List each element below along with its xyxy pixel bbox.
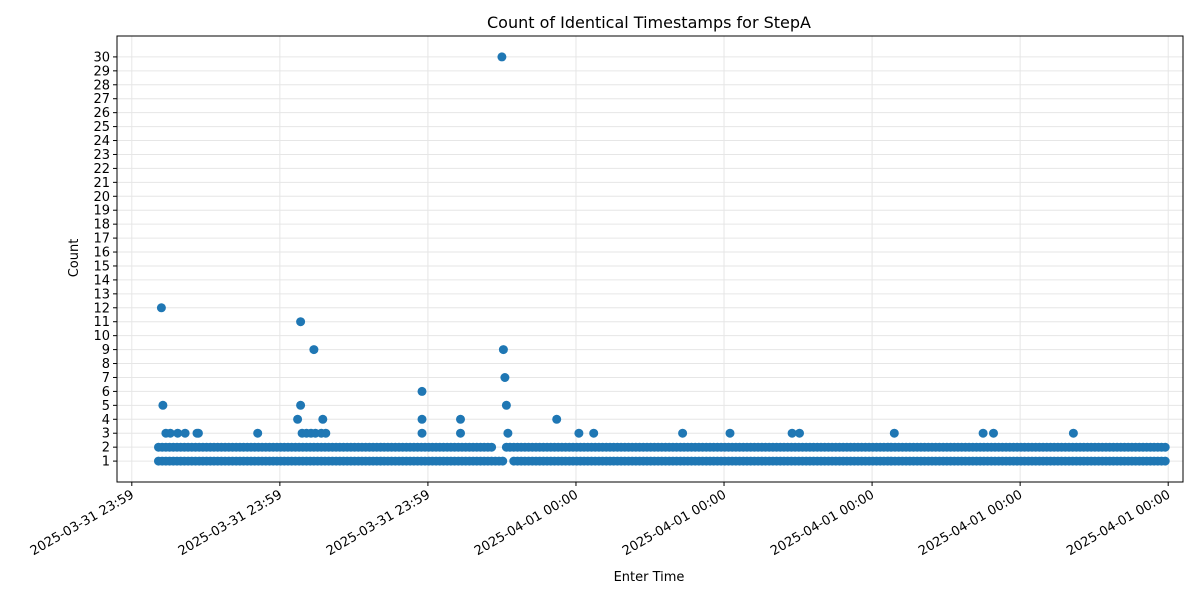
data-point — [497, 52, 507, 62]
y-tick-label: 27 — [93, 92, 110, 107]
y-tick-label: 21 — [93, 176, 110, 191]
data-point — [589, 428, 599, 438]
grid-lines — [117, 36, 1183, 482]
y-tick-label: 8 — [102, 357, 110, 372]
y-tick-label: 1 — [102, 455, 110, 470]
y-tick-label: 26 — [93, 106, 110, 121]
data-point — [989, 428, 998, 438]
y-tick-label: 6 — [102, 385, 110, 400]
data-point — [318, 414, 328, 424]
data-point — [978, 428, 988, 438]
data-point — [156, 303, 166, 313]
data-point — [500, 373, 510, 382]
data-point — [309, 345, 319, 355]
data-point — [1160, 442, 1170, 452]
y-tick-label: 28 — [93, 78, 110, 93]
data-point — [253, 428, 263, 438]
y-tick-label: 29 — [93, 64, 110, 79]
y-tick-label: 5 — [102, 399, 110, 414]
data-point — [795, 428, 804, 438]
data-points — [154, 52, 1170, 466]
data-point — [574, 428, 584, 438]
y-tick-label: 17 — [93, 232, 110, 247]
data-point — [503, 428, 513, 438]
data-point — [193, 428, 203, 438]
y-tick-label: 9 — [102, 343, 110, 358]
data-point — [498, 456, 508, 466]
plot-frame — [116, 35, 1184, 483]
y-tick-label: 15 — [93, 259, 110, 274]
y-tick-label: 30 — [93, 50, 110, 65]
data-point — [1160, 456, 1170, 466]
data-point — [417, 414, 427, 424]
data-point — [296, 400, 306, 410]
data-point — [501, 400, 511, 410]
y-tick-label: 18 — [93, 218, 110, 233]
chart-title: Count of Identical Timestamps for StepA — [487, 13, 811, 32]
x-axis-label: Enter Time — [614, 570, 685, 585]
y-tick-label: 10 — [93, 329, 110, 344]
data-point — [158, 400, 168, 410]
y-tick-label: 3 — [102, 427, 110, 442]
data-point — [889, 428, 899, 438]
y-tick-label: 22 — [93, 162, 110, 177]
y-tick-label: 4 — [102, 413, 110, 428]
data-point — [293, 414, 303, 424]
data-point — [173, 428, 183, 438]
y-tick-label: 2 — [102, 441, 110, 456]
y-axis-ticks: 1234567891011121314151617181920212223242… — [93, 50, 117, 470]
data-point — [787, 428, 797, 438]
data-point — [456, 414, 465, 424]
data-point — [552, 414, 562, 424]
y-tick-label: 24 — [93, 134, 110, 149]
y-tick-label: 13 — [93, 287, 110, 302]
data-point — [417, 386, 427, 396]
y-tick-label: 12 — [93, 301, 110, 316]
data-point — [456, 428, 465, 438]
data-point — [1068, 428, 1078, 438]
data-point — [487, 442, 497, 452]
data-point — [165, 428, 175, 438]
data-point — [725, 428, 735, 438]
y-tick-label: 25 — [93, 120, 110, 135]
y-tick-label: 20 — [93, 190, 110, 205]
y-tick-label: 16 — [93, 246, 110, 261]
data-point — [321, 428, 331, 438]
y-tick-label: 11 — [93, 315, 110, 330]
data-point — [180, 428, 190, 438]
y-tick-label: 7 — [102, 371, 110, 386]
y-tick-label: 19 — [93, 204, 110, 219]
data-point — [678, 428, 688, 438]
y-axis-label: Count — [67, 239, 82, 278]
data-point — [498, 345, 508, 355]
data-point — [296, 317, 306, 327]
y-tick-label: 23 — [93, 148, 110, 163]
y-tick-label: 14 — [93, 273, 110, 288]
data-point — [417, 428, 427, 438]
